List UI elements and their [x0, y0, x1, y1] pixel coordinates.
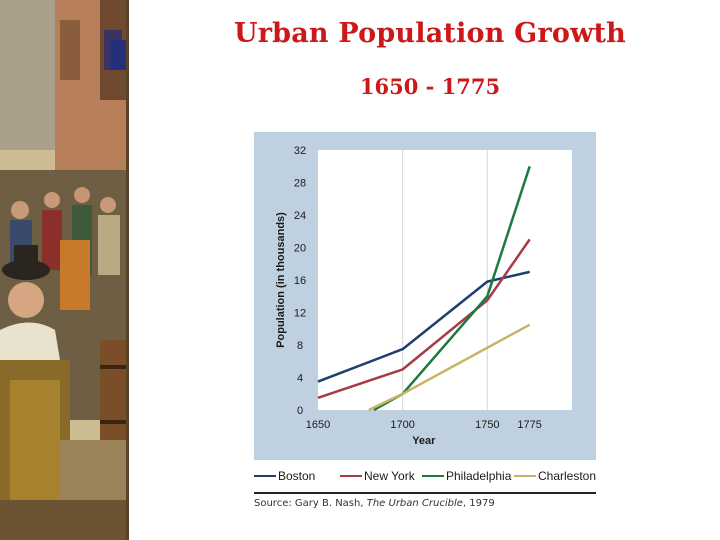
x-tick-label: 1700	[390, 419, 414, 431]
source-work-title: The Urban Crucible	[366, 498, 463, 509]
y-tick-label: 4	[297, 373, 303, 385]
legend-item-charleston: Charleston	[514, 468, 596, 484]
y-tick-label: 32	[294, 145, 306, 157]
source-citation: Source: Gary B. Nash, The Urban Crucible…	[254, 498, 596, 509]
legend-swatch	[254, 475, 276, 477]
y-tick-label: 12	[294, 308, 306, 320]
slide-subtitle: 1650 - 1775	[359, 74, 501, 99]
legend-label: Boston	[278, 469, 316, 483]
x-tick-label: 1650	[306, 419, 330, 431]
colonial-painting-illustration	[0, 0, 128, 540]
population-line-chart: 0 4 8 12 16 20 24 28 32 1650 1700 1750 1775 Year Popul…	[275, 145, 572, 447]
legend-swatch	[340, 475, 362, 477]
y-tick-label: 0	[297, 405, 303, 417]
y-tick-label: 28	[294, 178, 306, 190]
legend-divider	[254, 492, 596, 494]
legend-swatch	[422, 475, 444, 477]
legend-item-new-york: New York	[340, 468, 415, 484]
y-tick-label: 8	[297, 340, 303, 352]
x-tick-label: 1775	[517, 419, 541, 431]
y-tick-label: 24	[294, 210, 306, 222]
series-line-boston	[317, 270, 530, 383]
chart-legend: Boston New York Philadelphia Charleston	[254, 468, 596, 486]
legend-swatch	[514, 475, 536, 477]
series-line-charleston	[368, 323, 531, 412]
x-axis-title: Year	[412, 435, 436, 447]
chart-panel: 0 4 8 12 16 20 24 28 32 1650 1700 1750 1775 Year Popul…	[254, 132, 596, 460]
y-axis-title: Population (in thousands)	[275, 212, 287, 348]
y-tick-label: 20	[294, 243, 306, 255]
slide-title: Urban Population Growth	[233, 18, 627, 49]
legend-label: Philadelphia	[446, 469, 512, 483]
series-line-new-york	[317, 238, 531, 399]
legend-label: New York	[364, 469, 415, 483]
source-suffix: , 1979	[462, 498, 495, 509]
y-tick-label: 16	[294, 275, 306, 287]
legend-item-philadelphia: Philadelphia	[422, 468, 511, 484]
legend-item-boston: Boston	[254, 468, 315, 484]
painting-border	[126, 0, 129, 540]
x-tick-label: 1750	[475, 419, 499, 431]
legend-label: Charleston	[538, 469, 597, 483]
painting-image	[0, 0, 128, 540]
source-prefix: Source: Gary B. Nash,	[254, 498, 367, 509]
